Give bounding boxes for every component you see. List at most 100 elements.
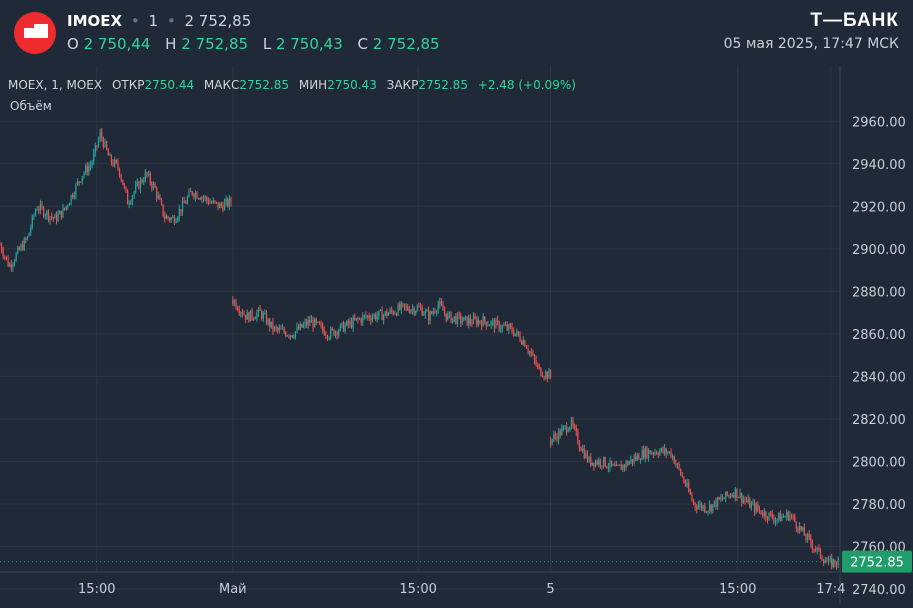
candle-body bbox=[30, 227, 32, 233]
candle-body bbox=[540, 367, 542, 376]
candle-body bbox=[790, 515, 793, 517]
candle-body bbox=[253, 318, 255, 320]
interval[interactable]: 1 bbox=[148, 12, 159, 30]
candle-body bbox=[312, 319, 314, 328]
candle-body bbox=[39, 204, 41, 211]
candle-body bbox=[180, 209, 182, 213]
candle-body bbox=[408, 309, 410, 313]
candle-body bbox=[513, 331, 515, 336]
candle-body bbox=[96, 145, 98, 147]
candle-body bbox=[697, 505, 699, 509]
candle-body bbox=[264, 313, 266, 315]
candle-body bbox=[725, 491, 727, 499]
current-price-tag bbox=[842, 550, 912, 573]
candle-body bbox=[127, 190, 129, 205]
candle-body bbox=[479, 320, 481, 323]
candle-body bbox=[392, 311, 394, 315]
candle-body bbox=[612, 464, 614, 466]
candle-body bbox=[688, 482, 690, 491]
candle-body bbox=[593, 462, 595, 467]
candle-body bbox=[424, 310, 426, 315]
candle-body bbox=[371, 317, 374, 321]
candle-body bbox=[294, 331, 296, 338]
volume-label[interactable]: Объём bbox=[10, 99, 52, 113]
candle-body bbox=[452, 317, 454, 323]
candle-body bbox=[562, 426, 564, 429]
candle-body bbox=[627, 461, 629, 465]
candle-body bbox=[638, 454, 640, 460]
candle-body bbox=[238, 310, 240, 314]
candle-body bbox=[421, 307, 423, 316]
candle-body bbox=[501, 325, 503, 329]
candle-body bbox=[615, 464, 618, 467]
candle-body bbox=[99, 132, 101, 140]
candle-body bbox=[349, 321, 351, 325]
candle-body bbox=[566, 425, 568, 433]
candle-body bbox=[448, 312, 451, 315]
legend-low-value: 2750.43 bbox=[327, 78, 377, 92]
candle-body bbox=[183, 201, 185, 204]
candle-body bbox=[569, 426, 571, 431]
candle-body bbox=[745, 500, 748, 502]
candle-body bbox=[474, 316, 476, 319]
candle-body bbox=[582, 448, 584, 451]
candle-body bbox=[51, 216, 53, 218]
price-chart[interactable]: 2960.00 2940.00 2920.00 2900.00 2880.00 2860.… bbox=[0, 66, 913, 604]
candle-body bbox=[188, 191, 190, 198]
candle-body bbox=[580, 447, 582, 451]
candle-body bbox=[80, 181, 82, 183]
candle-body bbox=[815, 549, 817, 551]
high-value: 2 752,85 bbox=[181, 35, 249, 53]
series-legend: MOEX, 1, MOEX ОТКР2750.44 МАКС2752.85 МИ… bbox=[8, 78, 576, 92]
candle-body bbox=[644, 448, 646, 459]
y-tick-label: 2860.00 bbox=[852, 328, 906, 343]
candle-body bbox=[257, 308, 260, 313]
candle-body bbox=[493, 320, 495, 329]
candle-body bbox=[301, 323, 303, 328]
candle-body bbox=[490, 321, 492, 326]
candle-body bbox=[707, 510, 709, 512]
candle-body bbox=[676, 463, 679, 465]
candle-body bbox=[545, 372, 547, 378]
candle-body bbox=[823, 560, 825, 563]
candle-body bbox=[834, 559, 836, 565]
candle-body bbox=[818, 547, 820, 549]
candle-body bbox=[355, 318, 357, 320]
candle-body bbox=[83, 172, 85, 177]
symbol[interactable]: IMOEX bbox=[67, 12, 123, 30]
candle-body bbox=[835, 564, 838, 566]
candle-body bbox=[721, 497, 724, 500]
candle-body bbox=[243, 314, 245, 316]
candle-body bbox=[367, 315, 369, 317]
candle-body bbox=[643, 450, 645, 459]
candle-body bbox=[720, 497, 722, 500]
candle-body bbox=[215, 201, 218, 203]
chart-area[interactable]: 2960.00 2940.00 2920.00 2900.00 2880.00 2860.… bbox=[0, 66, 913, 604]
candle-body bbox=[281, 328, 284, 330]
candle-body bbox=[484, 316, 486, 322]
tbank-logo: Т—БАНК bbox=[810, 10, 899, 31]
candle-body bbox=[831, 557, 833, 567]
candle-body bbox=[641, 450, 643, 460]
candle-body bbox=[781, 516, 783, 522]
candle-body bbox=[65, 206, 67, 210]
candle-body bbox=[747, 498, 749, 502]
candle-body bbox=[469, 318, 471, 323]
candle-body bbox=[387, 313, 390, 316]
candle-body bbox=[296, 326, 298, 332]
candle-body bbox=[694, 502, 696, 507]
candle-body bbox=[339, 324, 341, 331]
candle-body bbox=[521, 341, 523, 345]
candle-body bbox=[415, 311, 417, 314]
candle-body bbox=[482, 316, 484, 327]
y-tick-label: 2880.00 bbox=[852, 285, 906, 300]
candle-body bbox=[107, 149, 109, 156]
candle-body bbox=[636, 454, 638, 460]
candle-body bbox=[771, 513, 773, 519]
candle-body bbox=[691, 494, 693, 501]
candle-body bbox=[240, 312, 242, 314]
candle-body bbox=[734, 488, 736, 498]
candle-body bbox=[193, 194, 195, 198]
candle-body bbox=[599, 459, 601, 466]
candle-body bbox=[352, 317, 354, 328]
